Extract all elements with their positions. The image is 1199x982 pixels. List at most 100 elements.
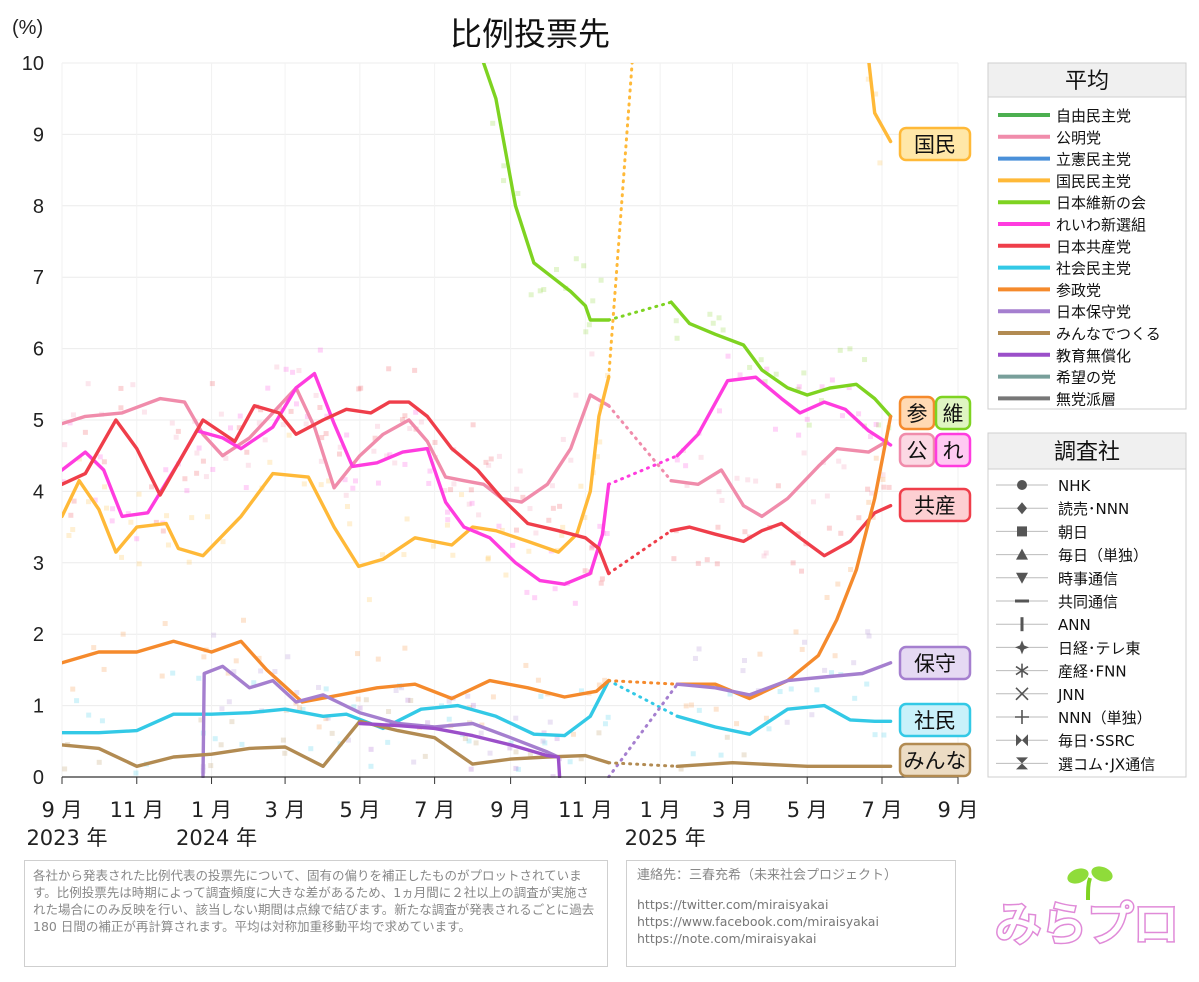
survey-point: [520, 494, 526, 500]
survey-point: [372, 435, 378, 441]
survey-point: [557, 503, 563, 509]
end-label-text: 維: [943, 402, 964, 426]
legend-label: 公明党: [1056, 129, 1101, 147]
survey-point: [344, 504, 350, 510]
survey-point: [741, 658, 747, 664]
survey-point: [76, 456, 82, 462]
survey-point: [865, 46, 870, 51]
end-label-text: 公: [907, 439, 928, 463]
survey-point: [824, 594, 830, 600]
survey-point: [734, 721, 740, 727]
survey-point: [402, 461, 408, 467]
survey-point: [865, 629, 871, 635]
survey-point: [541, 287, 547, 293]
survey-point: [503, 572, 509, 578]
survey-legend-title: 調査社: [1054, 440, 1120, 465]
series-lines: [62, 63, 893, 778]
survey-point: [758, 357, 764, 363]
series-gap-dotted: [607, 404, 673, 483]
survey-point: [578, 688, 584, 694]
survey-point: [445, 517, 451, 523]
survey-legend-header: [987, 432, 1187, 470]
survey-point: [316, 724, 322, 730]
series-gap-dotted: [607, 679, 679, 686]
survey-point: [189, 515, 195, 521]
note-link[interactable]: https://note.com/miraisyakai: [637, 931, 817, 946]
survey-point: [795, 386, 801, 392]
survey-point: [205, 514, 211, 520]
survey-point: [385, 739, 391, 745]
survey-point: [734, 475, 740, 481]
survey-point: [814, 687, 820, 693]
survey-point: [66, 532, 72, 538]
survey-point: [408, 698, 414, 704]
survey-point: [300, 706, 306, 712]
survey-point: [674, 457, 680, 463]
survey-point: [294, 689, 300, 695]
series-line: [201, 664, 561, 778]
contact-note: 連絡先：三春充希（未来社会プロジェクト） https://twitter.com…: [626, 860, 956, 967]
survey-point: [515, 190, 521, 196]
survey-point: [757, 651, 763, 657]
survey-point: [418, 419, 424, 425]
survey-point: [239, 741, 245, 747]
survey-point: [343, 492, 349, 498]
survey-point: [552, 586, 558, 592]
survey-point: [280, 422, 286, 428]
survey-point: [70, 412, 76, 418]
survey-point: [315, 801, 320, 806]
survey-point: [507, 745, 513, 751]
survey-point: [880, 472, 886, 478]
series-line: [62, 386, 611, 504]
survey-point: [570, 731, 576, 737]
survey-point: [688, 702, 694, 708]
survey-point: [110, 506, 116, 512]
survey-point: [716, 315, 722, 321]
survey-point: [886, 484, 892, 490]
survey-point: [847, 346, 853, 352]
end-label-box: [898, 126, 972, 162]
series-gap-dotted: [607, 682, 679, 778]
survey-point: [392, 460, 398, 466]
survey-point: [71, 498, 77, 504]
survey-point: [753, 478, 759, 484]
survey-point: [692, 655, 698, 661]
party-legend: 平均自由民主党公明党立憲民主党国民民主党日本維新の会れいわ新選組日本共産党社会民…: [987, 62, 1187, 410]
series-gap-dotted: [607, 454, 679, 486]
survey-point: [535, 677, 541, 683]
facebook-link[interactable]: https://www.facebook.com/miraisyakai: [637, 914, 879, 929]
end-label-text: 国民: [914, 133, 956, 157]
survey-point: [326, 478, 332, 484]
y-axis: 0 1 2 3 4 5 6 7 8 9 10: [22, 53, 44, 789]
survey-point: [170, 670, 176, 676]
survey-point: [870, 514, 876, 520]
end-label-text: みんな: [904, 749, 967, 773]
series-line: [62, 375, 611, 569]
survey-point: [70, 527, 76, 533]
survey-legend-label: JNN: [1057, 686, 1085, 704]
legend-label: 希望の党: [1056, 369, 1116, 387]
end-label-box: [934, 432, 972, 468]
survey-point: [99, 718, 105, 724]
series-line: [481, 63, 611, 322]
survey-point: [590, 298, 596, 304]
survey-point: [583, 329, 589, 335]
svg-text:みらプロ: みらプロ: [995, 897, 1179, 951]
method-note: 各社から発表された比例代表の投票先について、固有の偏りを補正したものがプロットさ…: [24, 860, 608, 967]
survey-point: [225, 670, 231, 676]
survey-point: [598, 580, 604, 586]
survey-point: [790, 560, 796, 566]
survey-point: [182, 476, 188, 482]
survey-point: [82, 429, 88, 435]
survey-point: [62, 766, 68, 772]
twitter-link[interactable]: https://twitter.com/miraisyakai: [637, 897, 829, 912]
survey-point: [557, 790, 562, 795]
survey-point: [272, 669, 278, 675]
survey-point: [567, 759, 573, 765]
survey-legend-label: 日経･テレ東: [1058, 639, 1141, 657]
survey-point: [490, 694, 496, 700]
survey-point: [719, 497, 725, 503]
survey-point: [426, 480, 432, 486]
vbar-icon: [1020, 617, 1024, 632]
survey-point: [218, 411, 224, 417]
